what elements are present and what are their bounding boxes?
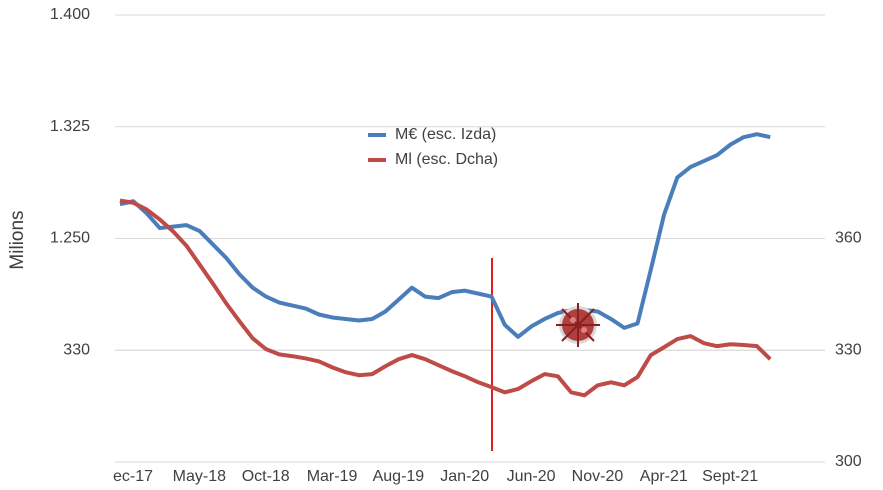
y-tick-label: 1.400	[50, 6, 90, 23]
legend-label: Ml (esc. Dcha)	[395, 151, 498, 168]
y-axis-label: Milions	[7, 210, 28, 269]
series-line	[119, 198, 772, 398]
x-tick-label: Sept-21	[702, 468, 758, 485]
x-tick-label: Apr-21	[640, 468, 688, 485]
y2-tick-label: 330	[835, 341, 862, 358]
series-line	[119, 132, 771, 339]
x-tick-label: Aug-19	[373, 468, 425, 485]
y2-tick-label: 300	[835, 453, 862, 470]
y-tick-label: 1.325	[50, 118, 90, 135]
y-tick-label: 330	[63, 341, 90, 358]
x-tick-label: Mar-19	[307, 468, 358, 485]
virus-icon	[556, 303, 600, 347]
y2-tick-label: 360	[835, 230, 862, 247]
plot: 1.400 1.325 1.250 330 300 330 360 ec-17 May-18 Oc…	[50, 6, 862, 485]
x-tick-label: Jun-20	[507, 468, 556, 485]
x-tick-label: Oct-18	[242, 468, 290, 485]
x-tick-label: Nov-20	[572, 468, 624, 485]
legend-label: M€ (esc. Izda)	[395, 126, 496, 143]
y-tick-label: 1.250	[50, 230, 90, 247]
x-tick-label: ec-17	[113, 468, 153, 485]
x-tick-label: May-18	[173, 468, 226, 485]
x-tick-label: Jan-20	[440, 468, 489, 485]
